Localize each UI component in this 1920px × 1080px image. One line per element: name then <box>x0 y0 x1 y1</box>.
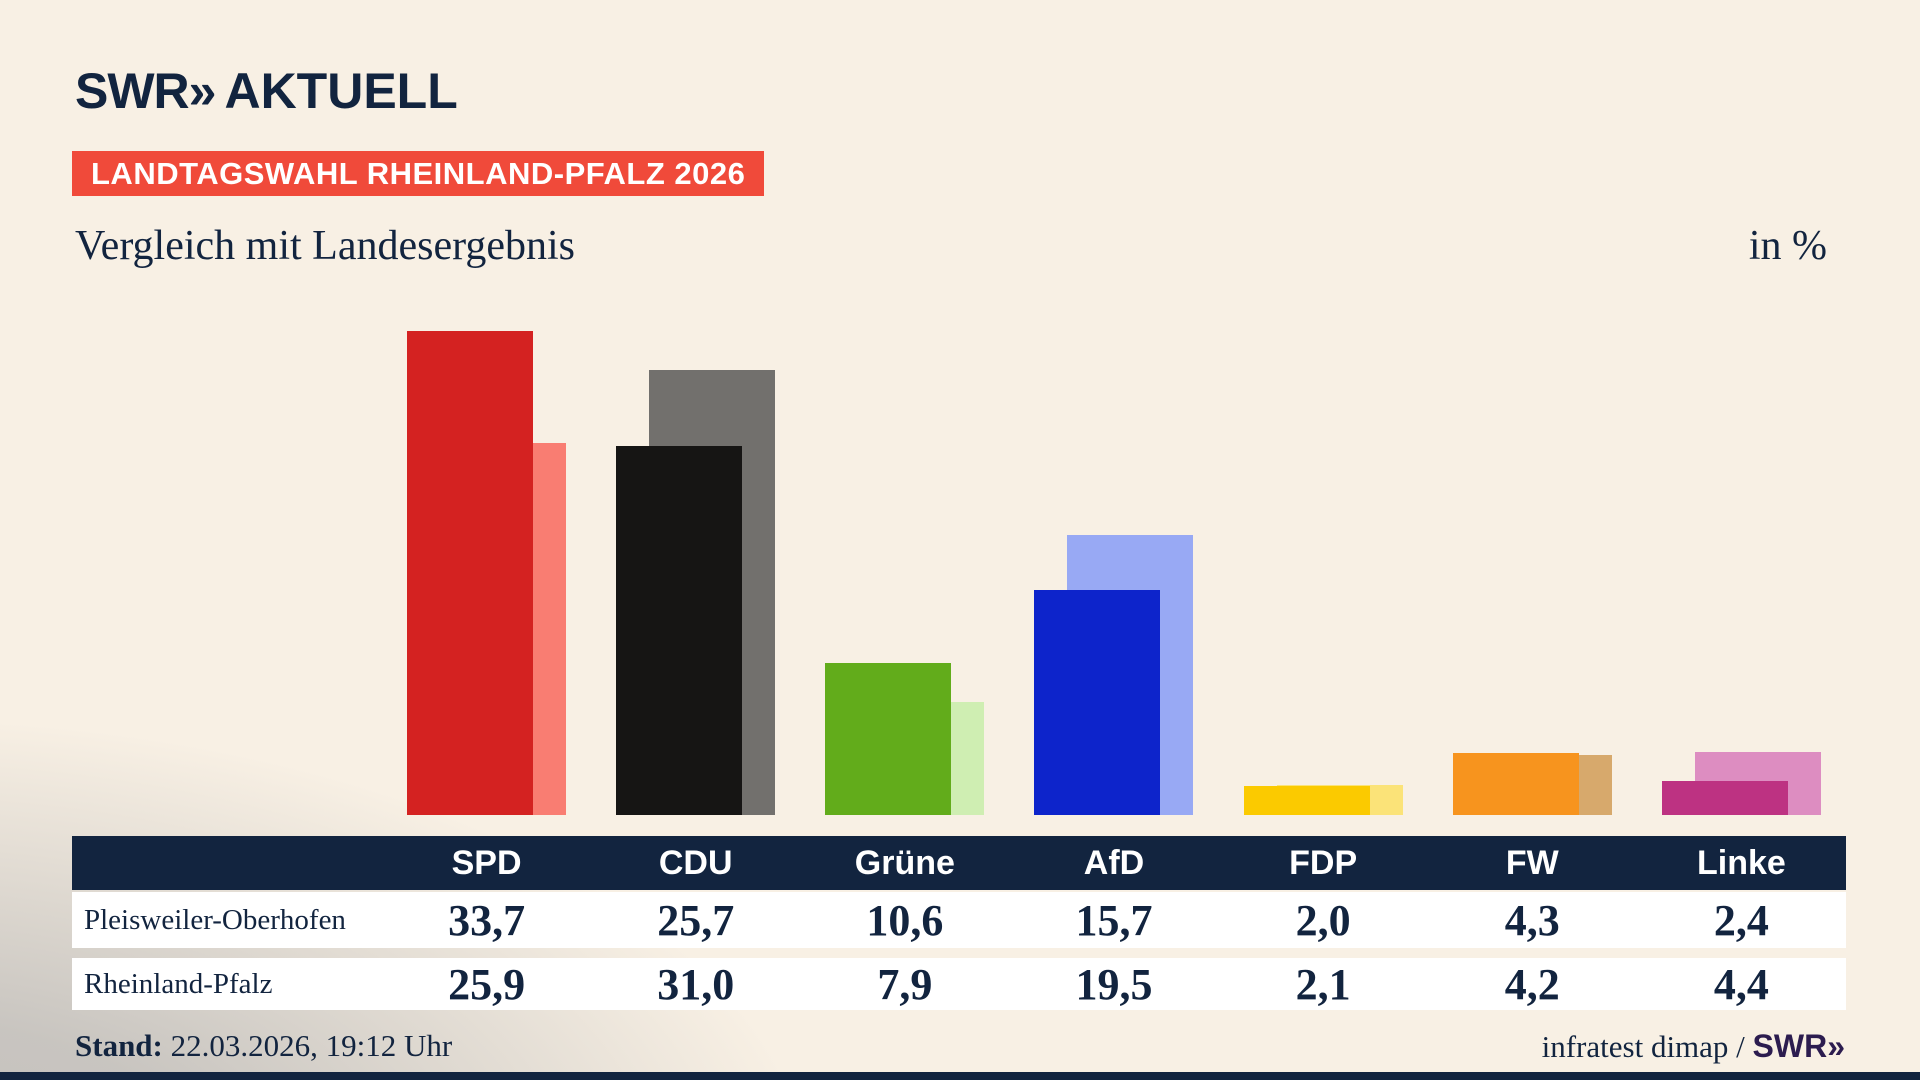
value-afd: 19,5 <box>1075 959 1153 1009</box>
table-row-rheinland-pfalz: Rheinland-Pfalz 25,9 31,0 7,9 19,5 2,1 4,2 4,4 <box>72 958 1846 1010</box>
bottom-border-bar <box>0 1072 1920 1080</box>
party-header-grüne: Grüne <box>854 843 955 882</box>
unit-label: in % <box>1748 223 1827 269</box>
stand-value: 22.03.2026, 19:12 Uhr <box>162 1028 453 1063</box>
bar-afd-pleisweiler-oberhofen <box>1034 590 1161 815</box>
bar-linke-pleisweiler-oberhofen <box>1661 781 1788 815</box>
election-badge: LANDTAGSWAHL RHEINLAND-PFALZ 2026 <box>72 151 765 196</box>
value-spd: 33,7 <box>448 895 526 945</box>
value-linke: 4,4 <box>1713 959 1769 1009</box>
party-header-linke: Linke <box>1697 843 1786 882</box>
stand-label: Stand: <box>75 1028 163 1063</box>
swr-aktuell-logo: SWR» AKTUELL <box>75 62 458 120</box>
source-line: infratest dimap / SWR» <box>1542 1028 1845 1065</box>
value-grüne: 7,9 <box>877 959 933 1009</box>
value-fdp: 2,1 <box>1295 959 1351 1009</box>
value-grüne: 10,6 <box>866 895 944 945</box>
bar-fw-pleisweiler-oberhofen <box>1452 753 1579 815</box>
swr-logo-text: SWR <box>75 63 190 119</box>
party-header-cdu: CDU <box>658 843 733 882</box>
bar-spd-pleisweiler-oberhofen <box>407 331 533 815</box>
aktuell-logo-text: AKTUELL <box>224 63 458 119</box>
party-header-fw: FW <box>1505 843 1559 882</box>
bar-fdp-pleisweiler-oberhofen <box>1243 786 1370 815</box>
timestamp-line: Stand: 22.03.2026, 19:12 Uhr <box>75 1028 452 1064</box>
value-fw: 4,3 <box>1504 895 1560 945</box>
row-label: Pleisweiler-Oberhofen <box>84 903 346 936</box>
bar-grüne-pleisweiler-oberhofen <box>825 663 952 815</box>
value-cdu: 31,0 <box>657 959 735 1009</box>
source-swr-logo: SWR» <box>1752 1028 1845 1064</box>
value-fw: 4,2 <box>1504 959 1560 1009</box>
source-text: infratest dimap / <box>1541 1029 1753 1064</box>
table-header-row: SPD CDU Grüne AfD FDP FW Linke <box>72 836 1846 890</box>
party-header-fdp: FDP <box>1289 843 1358 882</box>
bar-cdu-pleisweiler-oberhofen <box>616 446 743 815</box>
chart-title: Vergleich mit Landesergebnis <box>75 223 575 269</box>
value-cdu: 25,7 <box>657 895 735 945</box>
value-afd: 15,7 <box>1075 895 1153 945</box>
row-label: Rheinland-Pfalz <box>84 967 273 1000</box>
table-row-pleisweiler-oberhofen: Pleisweiler-Oberhofen 33,7 25,7 10,6 15,7 2,0… <box>72 892 1846 948</box>
value-linke: 2,4 <box>1713 895 1769 945</box>
value-spd: 25,9 <box>448 959 526 1009</box>
party-header-spd: SPD <box>451 843 522 882</box>
party-header-afd: AfD <box>1083 843 1145 882</box>
value-fdp: 2,0 <box>1295 895 1351 945</box>
